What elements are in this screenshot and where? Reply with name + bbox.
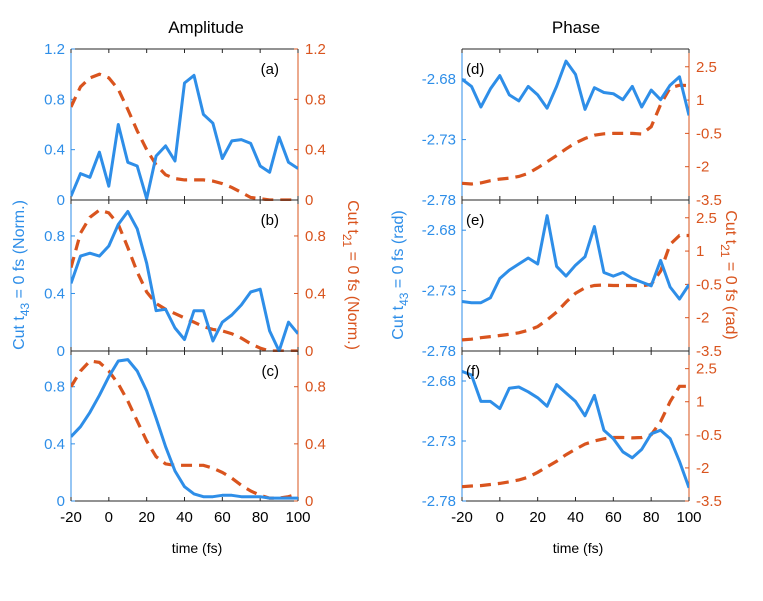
left-tick-label: 1.2: [44, 41, 65, 58]
right-tick-label: -2: [696, 310, 709, 327]
right-tick-label: 2.5: [696, 361, 717, 378]
right-tick-label: 0: [305, 192, 313, 209]
right-series-line: [71, 208, 298, 352]
panel-e: -2.78 -2.73 -2.68 -3.5 -2 -0.5 1 2.5 (e): [422, 199, 722, 360]
left-tick-label: 0.4: [44, 436, 65, 453]
right-tick-label: -0.5: [696, 125, 722, 142]
panel-label: (b): [261, 212, 279, 229]
panel-label: (c): [262, 363, 280, 380]
panel-c: 00.40.800.40.8-20 0 20 40 60 80 100(c): [44, 350, 326, 526]
left-tick-label: -2.68: [422, 222, 456, 239]
right-tick-label: -2: [696, 460, 709, 477]
left-tick-label: 0.4: [44, 285, 65, 302]
panel-a: 0 0.4 0.8 1.2 0 0.4 0.8 1.2 (a): [44, 41, 326, 209]
right-tick-label: -2: [696, 159, 709, 176]
right-tick-label: 0: [305, 343, 313, 360]
left-tick-label: -2.78: [422, 192, 456, 209]
right-tick-label: 1: [696, 394, 704, 411]
column-amplitude: Amplitude Cut t43 = 0 fs (Norm.) Cut t21…: [11, 18, 361, 556]
left-tick-label: 0.8: [44, 379, 65, 396]
left-tick-label: 0.8: [44, 91, 65, 108]
panel-label: (d): [466, 61, 484, 78]
right-tick-label: 2.5: [696, 210, 717, 227]
right-tick-label: 0: [305, 493, 313, 510]
phase-title: Phase: [552, 18, 600, 37]
right-series-line: [71, 359, 298, 500]
right-tick-label: -3.5: [696, 493, 722, 510]
x-tick-label: -20: [451, 509, 473, 526]
panel-label: (e): [466, 212, 484, 229]
panels: 0 0.4 0.8 1.2 0 0.4 0.8 1.2 (a) 0 0.4 0.8 0 0.4 0.8 (b)…: [44, 41, 722, 526]
x-tick-label: 80: [643, 509, 660, 526]
x-tick-label: 20: [529, 509, 546, 526]
right-tick-label: 1: [696, 243, 704, 260]
x-tick-label: 100: [285, 509, 310, 526]
right-series-line: [71, 72, 298, 201]
right-tick-label: 0.4: [305, 142, 326, 159]
left-tick-label: 0: [57, 192, 65, 209]
left-tick-label: 0.8: [44, 228, 65, 245]
right-series-line: [462, 83, 689, 186]
left-tick-label: -2.78: [422, 343, 456, 360]
right-tick-label: 1.2: [305, 41, 326, 58]
left-series-line: [462, 59, 689, 116]
panel-label: (a): [261, 61, 279, 78]
left-series-line: [71, 210, 298, 352]
amplitude-left-ylabel: Cut t43 = 0 fs (Norm.): [11, 200, 32, 350]
panel-f: -2.78 -2.73 -2.68 -3.5 -2 -0.5 1 2.5 -20 0 20 40 60 8…: [422, 350, 722, 526]
right-tick-label: 0.8: [305, 91, 326, 108]
left-series-line: [71, 358, 298, 500]
left-tick-label: -2.73: [422, 283, 456, 300]
left-tick-label: -2.73: [422, 433, 456, 450]
phase-left-ylabel: Cut t43 = 0 fs (rad): [390, 210, 411, 339]
x-tick-label: 0: [105, 509, 113, 526]
right-tick-label: -0.5: [696, 276, 722, 293]
right-tick-label: -0.5: [696, 427, 722, 444]
right-tick-label: -3.5: [696, 192, 722, 209]
amplitude-title: Amplitude: [168, 18, 244, 37]
left-series-line: [462, 369, 689, 489]
left-tick-label: 0.4: [44, 142, 65, 159]
right-tick-label: 2.5: [696, 59, 717, 76]
left-tick-label: 0: [57, 493, 65, 510]
left-tick-label: -2.68: [422, 71, 456, 88]
panel-d: -2.78 -2.73 -2.68 -3.5 -2 -0.5 1 2.5 (d): [422, 48, 722, 209]
left-series-line: [71, 73, 298, 201]
left-tick-label: -2.78: [422, 493, 456, 510]
right-tick-label: 0.4: [305, 285, 326, 302]
x-tick-label: 40: [567, 509, 584, 526]
x-tick-label: 40: [176, 509, 193, 526]
x-tick-label: 60: [605, 509, 622, 526]
phase-xlabel: time (fs): [553, 540, 604, 556]
x-tick-label: 100: [676, 509, 701, 526]
right-tick-label: -3.5: [696, 343, 722, 360]
left-tick-label: -2.73: [422, 132, 456, 149]
x-tick-label: 0: [496, 509, 504, 526]
amplitude-right-ylabel: Cut t21 = 0 fs (Norm.): [340, 200, 361, 350]
right-tick-label: 0.4: [305, 436, 326, 453]
left-series-line: [462, 214, 689, 305]
x-tick-label: -20: [60, 509, 82, 526]
right-tick-label: 0.8: [305, 379, 326, 396]
left-tick-label: -2.68: [422, 373, 456, 390]
right-tick-label: 1: [696, 92, 704, 109]
right-tick-label: 0.8: [305, 228, 326, 245]
panel-label: (f): [466, 363, 480, 380]
amplitude-xlabel: time (fs): [172, 540, 223, 556]
left-tick-label: 0: [57, 343, 65, 360]
x-tick-label: 20: [138, 509, 155, 526]
x-tick-label: 60: [214, 509, 231, 526]
phase-right-ylabel: Cut t21 = 0 fs (rad): [718, 210, 739, 339]
x-tick-label: 80: [252, 509, 269, 526]
panel-b: 0 0.4 0.8 0 0.4 0.8 (b): [44, 199, 326, 360]
column-phase: Phase Cut t43 = 0 fs (rad) Cut t21 = 0 f…: [390, 18, 739, 556]
